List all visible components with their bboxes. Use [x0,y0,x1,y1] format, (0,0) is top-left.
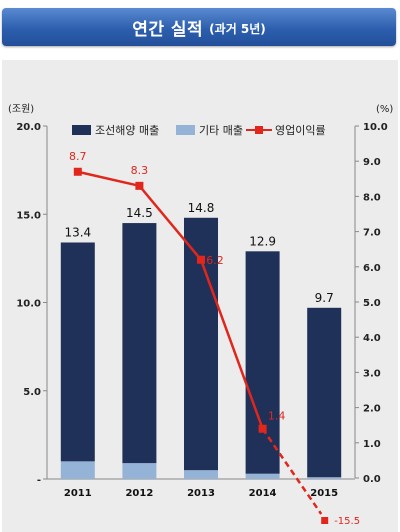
right-axis-tick-label: 6.0 [363,263,381,274]
bar-total-label: 12.9 [249,234,276,248]
legend-label-margin: 영업이익률 [275,124,326,137]
header-banner: 연간 실적 (과거 5년) [2,8,396,46]
x-axis-tick-label: 2011 [64,488,92,499]
annual-performance-chart: (조원) (%) 20.0 15.0 10.0 5.0 - 10.0 9.0 8.0 7.0 6.0 5… [8,103,393,527]
margin-point-offscale [321,517,329,524]
margin-point [258,424,267,433]
header-subtitle: (과거 5년) [209,21,266,36]
header-title: 연간 실적 [132,19,204,40]
bar-other-sales [122,463,157,479]
right-axis-tick-label: 0.0 [363,474,381,485]
margin-point [135,181,144,190]
left-axis-tick-label: 20.0 [16,122,41,133]
margin-line [77,170,264,430]
bar-total-label: 13.4 [64,225,91,239]
right-axis-tick-label: 8.0 [363,192,381,203]
margin-point [197,255,205,264]
right-axis-tick-label: 1.0 [363,439,381,450]
bar-ship-sales [122,223,157,464]
right-axis-tick-label: 9.0 [363,157,381,168]
bar-ship-sales [60,242,95,462]
bar-other-sales [60,461,95,479]
legend-swatch-other-sales [176,125,195,135]
legend-marker-margin [255,126,263,134]
left-axis-tick-label: - [37,475,41,486]
legend-swatch-ship-sales [72,125,91,135]
left-axis-tick-label: 15.0 [16,210,41,221]
margin-value-label: 8.3 [131,164,149,177]
x-axis-tick-label: 2013 [187,488,215,499]
bar-other-sales [245,473,280,479]
left-axis-tick-label: 5.0 [23,387,41,398]
right-axis-tick-label: 4.0 [363,333,381,344]
x-axis-tick-label: 2014 [249,488,277,499]
margin-value-label: -15.5 [334,516,360,527]
bar-total-label: 9.7 [315,291,334,305]
margin-value-label: 8.7 [69,150,87,163]
bar-other-sales [184,470,218,479]
x-axis-tick-label: 2015 [310,488,338,499]
bar-ship-sales [307,307,342,478]
margin-point [73,167,82,176]
left-axis-unit: (조원) [8,103,34,115]
margin-value-label: 6.2 [206,254,224,267]
left-axis-tick-label: 10.0 [16,299,41,310]
chart-panel: (조원) (%) 20.0 15.0 10.0 5.0 - 10.0 9.0 8.0 7.0 6.0 5… [2,60,398,532]
bar-total-label: 14.8 [188,201,215,215]
right-axis-tick-label: 7.0 [363,228,381,239]
bar-other-sales [307,477,342,479]
x-axis-tick-label: 2012 [125,488,153,499]
right-axis-tick-label: 3.0 [363,368,381,379]
legend-label-ship-sales: 조선해양 매출 [95,123,159,137]
right-axis-tick-label: 5.0 [363,298,381,309]
right-axis-tick-label: 2.0 [363,404,381,415]
right-axis-tick-label: 10.0 [363,122,388,133]
legend-label-other-sales: 기타 매출 [199,124,243,137]
bar-ship-sales [245,251,280,474]
right-axis-unit: (%) [376,104,393,115]
margin-line-offscale [261,428,323,515]
margin-value-label: 1.4 [268,410,286,423]
bar-total-label: 14.5 [126,206,153,220]
